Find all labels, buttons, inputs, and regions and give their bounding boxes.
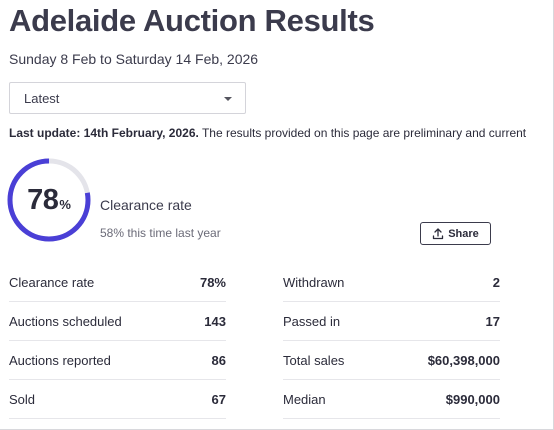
gauge-ring (7, 158, 91, 242)
stat-value: 2 (492, 275, 500, 290)
last-update-label: Last update: 14th February, 2026. (9, 126, 199, 140)
stat-value: 78% (199, 275, 226, 290)
clearance-last-year: 58% this time last year (100, 226, 221, 240)
stats-left-column: Clearance rate 78% Auctions scheduled 14… (9, 263, 226, 419)
clearance-rate-label: Clearance rate (100, 197, 192, 213)
stat-row: Auctions scheduled 143 (9, 302, 226, 341)
stat-label: Auctions scheduled (9, 314, 122, 329)
period-select-value: Latest (24, 91, 60, 106)
period-select[interactable]: Latest (9, 82, 246, 114)
gauge-value: 78 (27, 183, 59, 216)
stat-row: Median $990,000 (283, 380, 500, 419)
stat-row: Sold 67 (9, 380, 226, 419)
stat-row: Withdrawn 2 (283, 263, 500, 302)
stat-value: 86 (211, 353, 226, 368)
stat-label: Withdrawn (283, 275, 345, 290)
gauge-percent-sign: % (59, 196, 71, 212)
date-range: Sunday 8 Feb to Saturday 14 Feb, 2026 (9, 51, 259, 67)
last-update-text: The results provided on this page are pr… (198, 126, 527, 140)
stat-value: 67 (211, 392, 226, 407)
stats-right-column: Withdrawn 2 Passed in 17 Total sales $60… (283, 263, 500, 419)
stat-value: $990,000 (445, 392, 500, 407)
clearance-rate-gauge: 78% (6, 157, 92, 243)
caret-down-icon (224, 97, 232, 101)
share-label: Share (448, 227, 479, 240)
stat-row: Clearance rate 78% (9, 263, 226, 302)
stat-value: $60,398,000 (427, 353, 500, 368)
gauge-progress-arc (7, 158, 91, 242)
page-title: Adelaide Auction Results (9, 3, 375, 38)
stat-label: Auctions reported (9, 353, 111, 368)
stat-row: Auctions reported 86 (9, 341, 226, 380)
stat-row: Passed in 17 (283, 302, 500, 341)
stat-label: Median (283, 392, 326, 407)
stat-label: Total sales (283, 353, 345, 368)
stat-label: Clearance rate (9, 275, 95, 290)
last-update-note: Last update: 14th February, 2026. The re… (9, 126, 526, 140)
stat-label: Sold (9, 392, 36, 407)
stat-value: 143 (204, 314, 226, 329)
stat-row: Total sales $60,398,000 (283, 341, 500, 380)
stat-value: 17 (485, 314, 500, 329)
upload-share-icon (433, 227, 444, 239)
share-button[interactable]: Share (420, 222, 491, 245)
stat-label: Passed in (283, 314, 341, 329)
